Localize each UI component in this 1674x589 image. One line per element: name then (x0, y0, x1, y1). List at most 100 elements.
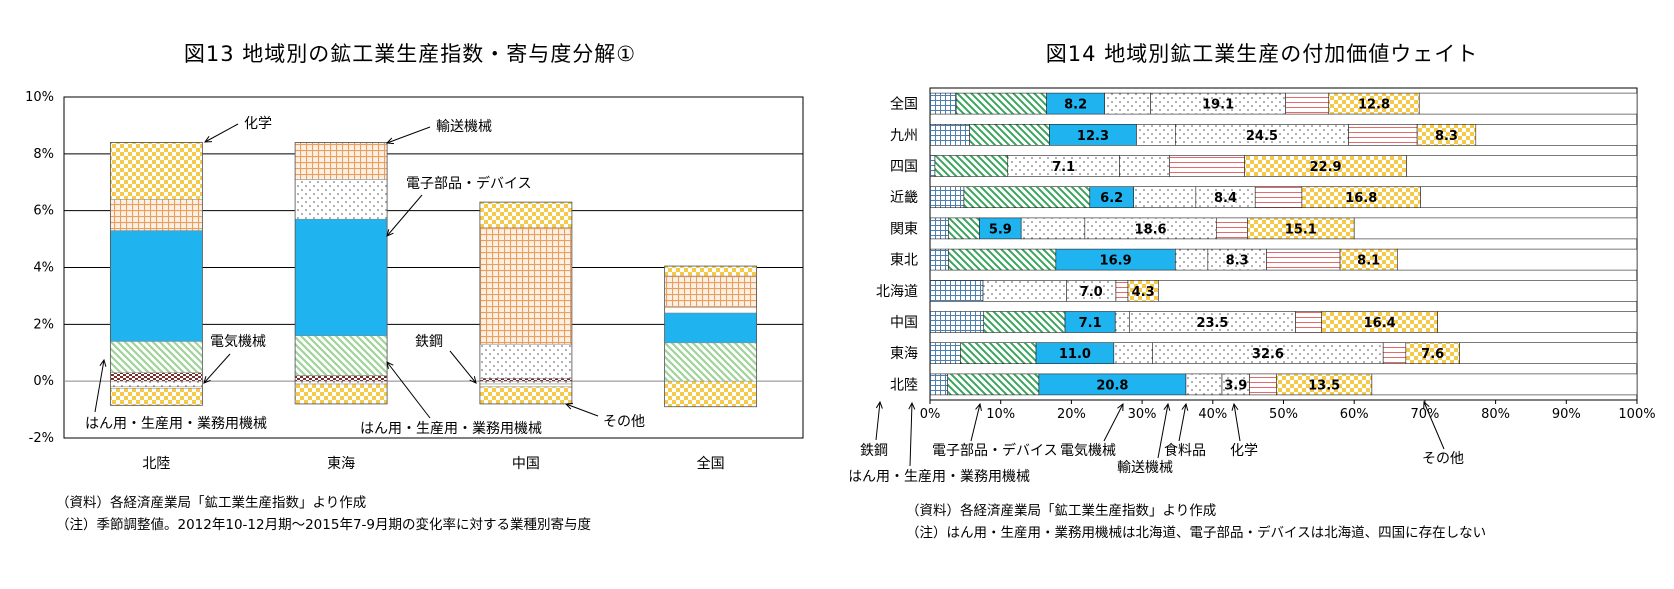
bar-segment (934, 155, 1009, 177)
annotation-arrow-line (204, 123, 239, 143)
bar-segment (929, 217, 949, 240)
annotation-label: 化学 (244, 116, 272, 132)
bar-segment (1418, 92, 1638, 115)
data-label: 4.3 (1132, 285, 1155, 300)
bar-segment (982, 279, 1067, 302)
data-label: 12.8 (1358, 98, 1390, 113)
bar-outline (109, 142, 203, 406)
data-label: 8.3 (1226, 254, 1249, 269)
x-category-label: 中国 (512, 456, 540, 472)
y-category-label: 全国 (890, 96, 918, 113)
data-label: 7.6 (1421, 347, 1444, 362)
annotation-arrow-head (385, 137, 395, 145)
bar-segment-steel (479, 383, 573, 388)
annotation-arrow-line (1233, 403, 1241, 442)
y-category-label: 四国 (890, 159, 918, 175)
data-label: 16.9 (1100, 254, 1132, 269)
bar-segment-general (664, 342, 757, 382)
annotation-label: その他 (603, 414, 645, 430)
bar-segment (947, 373, 1040, 396)
data-label: 8.1 (1357, 254, 1380, 269)
y-category-label: 北陸 (890, 377, 918, 393)
annotation-arrow-line (386, 126, 431, 144)
figure-13-note: （注）季節調整値。2012年10-12月期～2015年7-9月期の変化率に対する… (56, 517, 591, 533)
bar-segment (1285, 92, 1330, 115)
bar-segment (1382, 342, 1407, 365)
annotation-label: 化学 (1230, 443, 1258, 459)
bar-segment-device (664, 312, 757, 344)
bar-segment-chem (110, 142, 203, 200)
figure-13-title: 図13 地域別の鉱工業生産指数・寄与度分解① (183, 42, 637, 66)
annotation-arrow-head (1231, 402, 1239, 411)
y-tick-label: 0% (33, 374, 54, 389)
x-tick-label: 20% (1057, 407, 1086, 422)
annotation-arrow-head (564, 402, 574, 410)
annotation-arrow-line (909, 402, 913, 467)
figure-14-note: （注）はん用・生産用・業務用機械は北海道、電子部品・デバイスは北海道、四国に存在… (906, 525, 1487, 541)
y-tick-label: -2% (29, 431, 54, 446)
data-label: 24.5 (1246, 129, 1278, 144)
x-tick-label: 70% (1410, 407, 1439, 422)
x-tick-label: 0% (920, 407, 941, 422)
annotation-arrow-line (875, 401, 881, 441)
bar-segment-mach (110, 380, 203, 388)
bar-segment-general (294, 335, 388, 376)
bar-segment-general (110, 341, 203, 373)
bar-segment (929, 342, 961, 365)
bar-segment (1114, 311, 1130, 333)
y-tick-label: 10% (25, 90, 54, 105)
annotation-label: 電気機械 (1060, 443, 1116, 459)
x-tick-label: 80% (1481, 407, 1510, 422)
bar-segment (1353, 217, 1638, 240)
bar-segment-other (294, 383, 388, 405)
data-label: 7.0 (1080, 285, 1103, 300)
bar-segment-transport (110, 199, 203, 231)
bar-segment (1216, 217, 1248, 240)
y-tick-label: 8% (33, 147, 54, 162)
annotation-label: 電子部品・デバイス (406, 175, 532, 192)
annotation-label: はん用・生産用・業務用機械 (850, 469, 1030, 485)
bar-outline (664, 265, 758, 408)
bar-segment-chem (664, 265, 757, 277)
annotation-arrow-head (1181, 402, 1189, 411)
figure-14: 図14 地域別鉱工業生産の付加価値ウェイト 0% 10% 20% 30% 40% 50% 6… (850, 0, 1674, 589)
bar-segment (1459, 342, 1638, 365)
data-label: 15.1 (1285, 222, 1317, 237)
annotation-label: 鉄鋼 (415, 334, 443, 350)
bar-segment-elec (110, 372, 203, 382)
annotation-arrow-line (1103, 403, 1124, 442)
annotation-arrow-line (94, 359, 105, 413)
bar-segment (1136, 124, 1176, 146)
data-label: 8.4 (1214, 191, 1237, 206)
y-category-label: 東海 (890, 346, 918, 362)
annotation-label: 輸送機械 (436, 119, 492, 135)
data-label: 19.1 (1202, 98, 1234, 113)
bar-segment (1406, 155, 1638, 177)
figure-14-chart: 0% 10% 20% 30% 40% 50% 60% 70% 80% 90% 100% 全国 8.2 19… (850, 87, 1656, 485)
bar-segment-other (479, 386, 573, 405)
data-label: 6.2 (1100, 191, 1123, 206)
x-category-label: 東海 (327, 456, 355, 472)
annotation-arrow-head (386, 229, 394, 237)
y-tick-label: 6% (33, 204, 54, 219)
x-tick-label: 100% (1618, 407, 1655, 422)
bar-segment (929, 155, 936, 177)
bar-segment (1348, 124, 1418, 146)
y-category-label: 北海道 (876, 284, 918, 300)
figure-14-source-note: （資料）各経済産業局「鉱工業生産指数」より作成 (906, 503, 1217, 519)
bar-segment-transport (479, 227, 573, 345)
annotation-label: 輸送機械 (1117, 460, 1173, 476)
bar-segment-device (294, 218, 388, 336)
data-label: 8.3 (1435, 129, 1458, 144)
data-label: 8.2 (1064, 98, 1087, 113)
figure-13: 図13 地域別の鉱工業生産指数・寄与度分解① 10% 8% 6% 4% 2% 0% -2% 北… (0, 0, 820, 589)
y-tick-label: 2% (33, 317, 54, 332)
annotation-arrow-line (1178, 403, 1187, 442)
bar-segment-other (664, 380, 757, 407)
bar-segment (1295, 311, 1322, 333)
bar-segment (983, 311, 1066, 333)
y-category-label: 関東 (890, 221, 918, 237)
bar-segment (929, 186, 965, 208)
data-label: 18.6 (1135, 222, 1167, 237)
annotation-label: 電子部品・デバイス (932, 442, 1058, 459)
